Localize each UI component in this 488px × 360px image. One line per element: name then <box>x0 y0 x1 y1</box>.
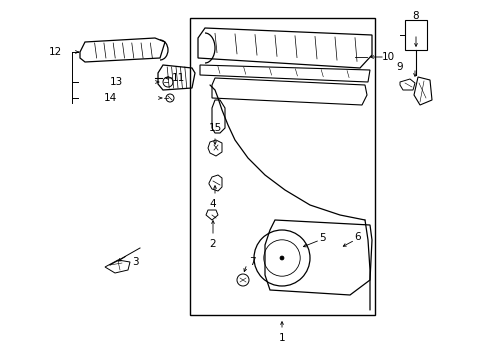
Text: 13: 13 <box>109 77 122 87</box>
Text: 4: 4 <box>209 199 216 209</box>
Text: 14: 14 <box>103 93 116 103</box>
Text: 8: 8 <box>412 11 418 21</box>
Text: 7: 7 <box>248 257 255 267</box>
Text: 10: 10 <box>381 52 394 62</box>
Text: 11: 11 <box>171 73 184 83</box>
Text: 15: 15 <box>208 123 221 133</box>
Bar <box>190 18 374 315</box>
Text: 5: 5 <box>318 233 325 243</box>
Bar <box>404 20 426 50</box>
Circle shape <box>280 256 284 260</box>
Text: 12: 12 <box>48 47 61 57</box>
Text: 3: 3 <box>131 257 138 267</box>
Text: 9: 9 <box>396 62 403 72</box>
Text: 1: 1 <box>278 333 285 343</box>
Text: 6: 6 <box>354 232 361 242</box>
Text: 2: 2 <box>209 239 216 249</box>
